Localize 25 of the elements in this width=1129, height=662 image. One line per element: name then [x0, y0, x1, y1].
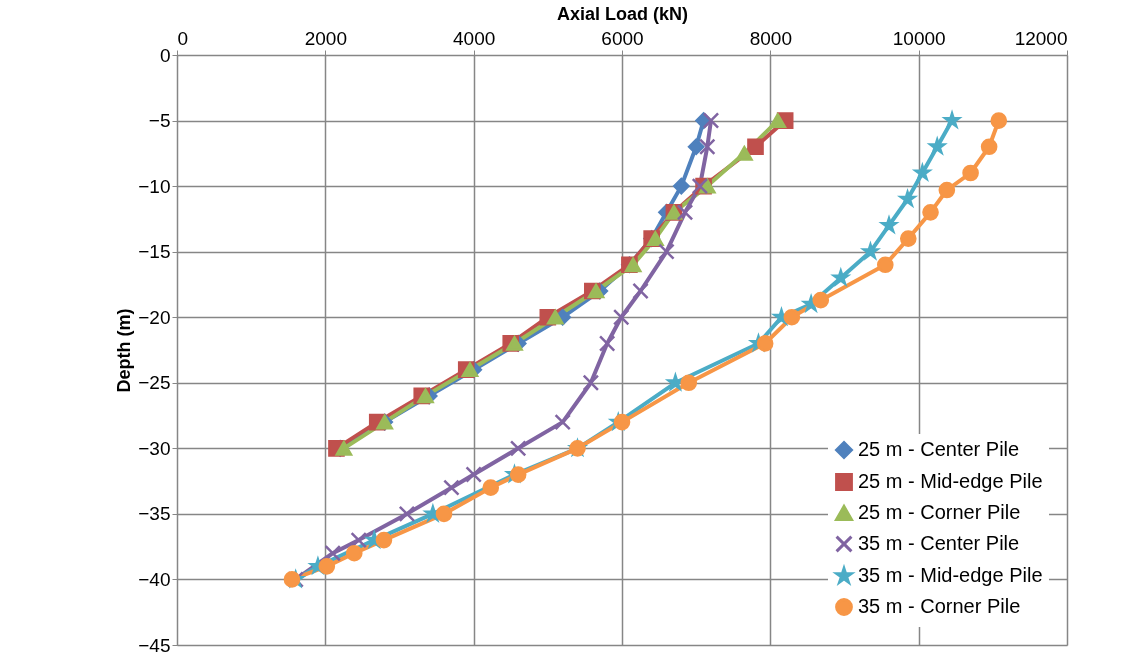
x-tick-label: 2000	[304, 27, 347, 49]
legend-label: 25 m - Center Pile	[858, 438, 1020, 460]
y-tick-label: 0	[159, 44, 171, 66]
y-tick-label: −15	[138, 241, 171, 263]
legend-label: 25 m - Corner Pile	[858, 501, 1021, 523]
legend-label: 35 m - Mid-edge Pile	[858, 564, 1043, 586]
y-tick-label: −30	[138, 437, 171, 459]
legend-label: 25 m - Mid-edge Pile	[858, 470, 1043, 492]
y-tick-label: −10	[138, 175, 171, 197]
x-axis-title: Axial Load (kN)	[556, 3, 689, 24]
y-tick-label: −25	[138, 372, 171, 394]
x-tick-label: 6000	[601, 27, 644, 49]
legend-label: 35 m - Center Pile	[858, 532, 1020, 554]
y-axis-title: Depth (m)	[114, 308, 135, 393]
y-tick-label: −20	[138, 306, 171, 328]
x-tick-label: 0	[177, 27, 189, 49]
y-tick-label: −35	[138, 503, 171, 525]
legend-label: 35 m - Corner Pile	[858, 595, 1021, 617]
x-tick-label: 4000	[453, 27, 496, 49]
x-tick-label: 8000	[749, 27, 792, 49]
y-tick-label: −5	[148, 110, 171, 132]
y-tick-label: −40	[138, 568, 171, 590]
x-tick-label: 12000	[1014, 27, 1068, 49]
y-tick-label: −45	[138, 634, 171, 656]
x-tick-label: 10000	[892, 27, 946, 49]
